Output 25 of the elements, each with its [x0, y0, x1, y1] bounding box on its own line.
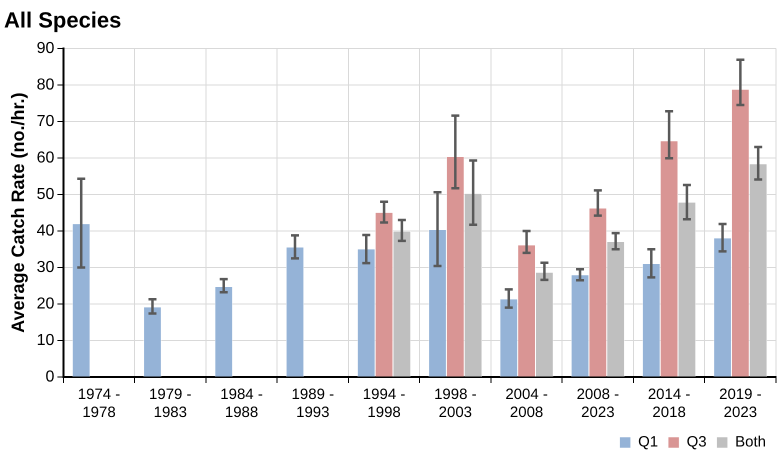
- y-tick-label: 70: [36, 112, 54, 130]
- y-tick-label: 0: [45, 368, 54, 386]
- chart-title: All Species: [4, 7, 122, 32]
- x-tick-label: 1979 - 1983: [149, 386, 192, 422]
- y-tick-label: 90: [36, 40, 54, 57]
- x-tick-label: 2019 - 2023: [719, 386, 762, 422]
- x-tick-label: 1989 - 1993: [292, 386, 334, 422]
- legend-label: Q3: [686, 434, 707, 451]
- x-tick-label: 1974 - 1978: [78, 386, 120, 422]
- y-tick-label: 30: [36, 258, 54, 276]
- y-tick-label: 40: [36, 222, 54, 240]
- y-tick-label: 10: [36, 332, 54, 349]
- x-tick-label: 1994 - 1998: [362, 386, 406, 422]
- x-tick-label: 1984 - 1988: [220, 386, 263, 422]
- y-tick-label: 60: [36, 149, 54, 166]
- y-axis-title: Average Catch Rate (no./hr.): [8, 92, 28, 333]
- x-tick-label: 2014 - 2018: [648, 386, 690, 422]
- x-tick-label: 1998 - 2003: [434, 386, 477, 422]
- x-tick-label: 2004 - 2008: [505, 386, 548, 422]
- legend-label: Both: [735, 434, 766, 451]
- x-tick-label: 2008 - 2023: [576, 386, 620, 422]
- y-tick-label: 50: [36, 186, 54, 203]
- y-tick-label: 20: [36, 295, 54, 312]
- y-tick-label: 80: [36, 76, 54, 94]
- legend-label: Q1: [638, 434, 658, 451]
